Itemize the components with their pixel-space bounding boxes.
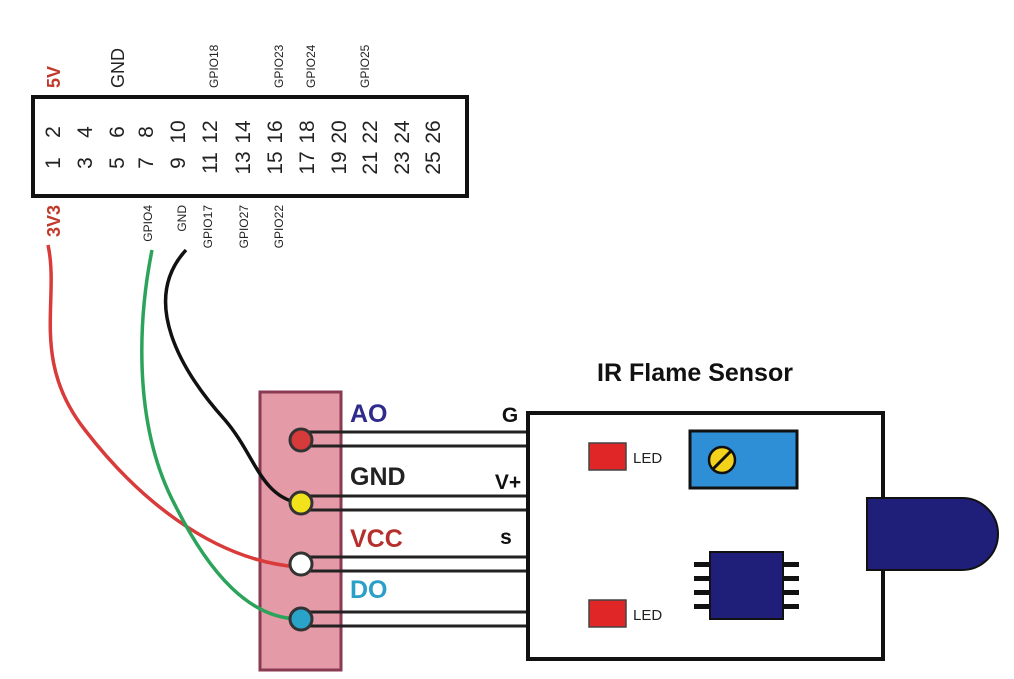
connector-dot-gnd (288, 490, 314, 516)
pin-number: 3 (74, 157, 97, 169)
pin-number: 20 (328, 120, 351, 143)
pin-number: 17 (296, 151, 319, 174)
connector-label-vcc: VCC (350, 525, 403, 553)
label-gpio23: GPIO23 (272, 44, 286, 88)
pin-number: 9 (167, 157, 190, 169)
ic-pin (783, 562, 799, 567)
connector-label-ao: AO (350, 400, 388, 428)
label-gpio25: GPIO25 (358, 44, 372, 88)
pin-number: 22 (359, 120, 382, 143)
pin-number: 19 (328, 151, 351, 174)
pin-number: 5 (106, 157, 129, 169)
pin-number: 8 (135, 126, 158, 138)
ir-led-icon (866, 497, 999, 571)
sensor-pin-g: G (502, 404, 518, 427)
led-bottom-label: LED (633, 607, 662, 624)
sensor-title: IR Flame Sensor (597, 359, 793, 387)
pin-number: 18 (296, 120, 319, 143)
label-gnd-bottom: GND (175, 205, 189, 232)
led-bottom (588, 599, 627, 628)
pin-number: 4 (74, 126, 97, 138)
potentiometer-body (688, 429, 799, 490)
label-gpio24: GPIO24 (304, 44, 318, 88)
pin-number: 1 (42, 157, 65, 169)
potentiometer-icon (688, 429, 799, 490)
ic-pin (694, 576, 710, 581)
pin-number: 15 (264, 151, 287, 174)
bus-lines (305, 430, 528, 628)
led-top (588, 442, 627, 471)
pin-number: 2 (42, 126, 65, 138)
ic-pin (783, 604, 799, 609)
label-gpio18: GPIO18 (207, 44, 221, 88)
ic-pin (694, 604, 710, 609)
sensor-pin-s: s (500, 526, 512, 549)
pin-number: 10 (167, 120, 190, 143)
pin-number: 23 (391, 151, 414, 174)
gpio-header-box (31, 95, 469, 198)
ic-chip-body (709, 551, 784, 620)
ic-pin (694, 590, 710, 595)
ic-chip-icon (694, 551, 799, 620)
connector-dot-vcc (288, 551, 314, 577)
pin-number: 13 (232, 151, 255, 174)
ic-pin (783, 576, 799, 581)
even-pin-row: 2 4 6 8 10 12 14 16 18 20 22 24 26 (42, 120, 445, 144)
label-5v: 5V (44, 66, 64, 88)
pin-number: 7 (135, 157, 158, 169)
ic-pin (694, 562, 710, 567)
pin-number: 26 (422, 120, 445, 143)
pin-number: 24 (391, 120, 414, 144)
gnd-wire (163, 248, 299, 505)
connector-label-gnd: GND (350, 463, 406, 491)
label-gnd-top: GND (108, 48, 128, 88)
connector-dot-ao (288, 427, 314, 453)
ir-led-body (866, 497, 999, 571)
potentiometer-slot (711, 449, 733, 471)
pin-number: 11 (199, 152, 222, 174)
led-top-label: LED (633, 450, 662, 467)
pin-number: 12 (199, 120, 222, 143)
label-3v3: 3V3 (44, 205, 64, 237)
sensor-pin-vplus: V+ (495, 471, 521, 494)
ic-pin (783, 590, 799, 595)
label-gpio17: GPIO17 (201, 205, 215, 249)
pin-number: 21 (359, 151, 382, 174)
label-gpio4: GPIO4 (141, 205, 155, 242)
pin-number: 16 (264, 120, 287, 143)
pin-number: 14 (232, 120, 255, 144)
label-gpio27: GPIO27 (237, 205, 251, 249)
odd-pin-row: 1 3 5 7 9 11 13 15 17 19 21 23 25 (42, 151, 445, 174)
gpio4-wire (140, 249, 299, 621)
vcc-wire (46, 244, 299, 569)
pin-number: 25 (422, 151, 445, 174)
connector-dot-do (288, 606, 314, 632)
pin-number: 6 (106, 126, 129, 138)
connector-label-do: DO (350, 576, 388, 604)
label-gpio22: GPIO22 (272, 205, 286, 249)
